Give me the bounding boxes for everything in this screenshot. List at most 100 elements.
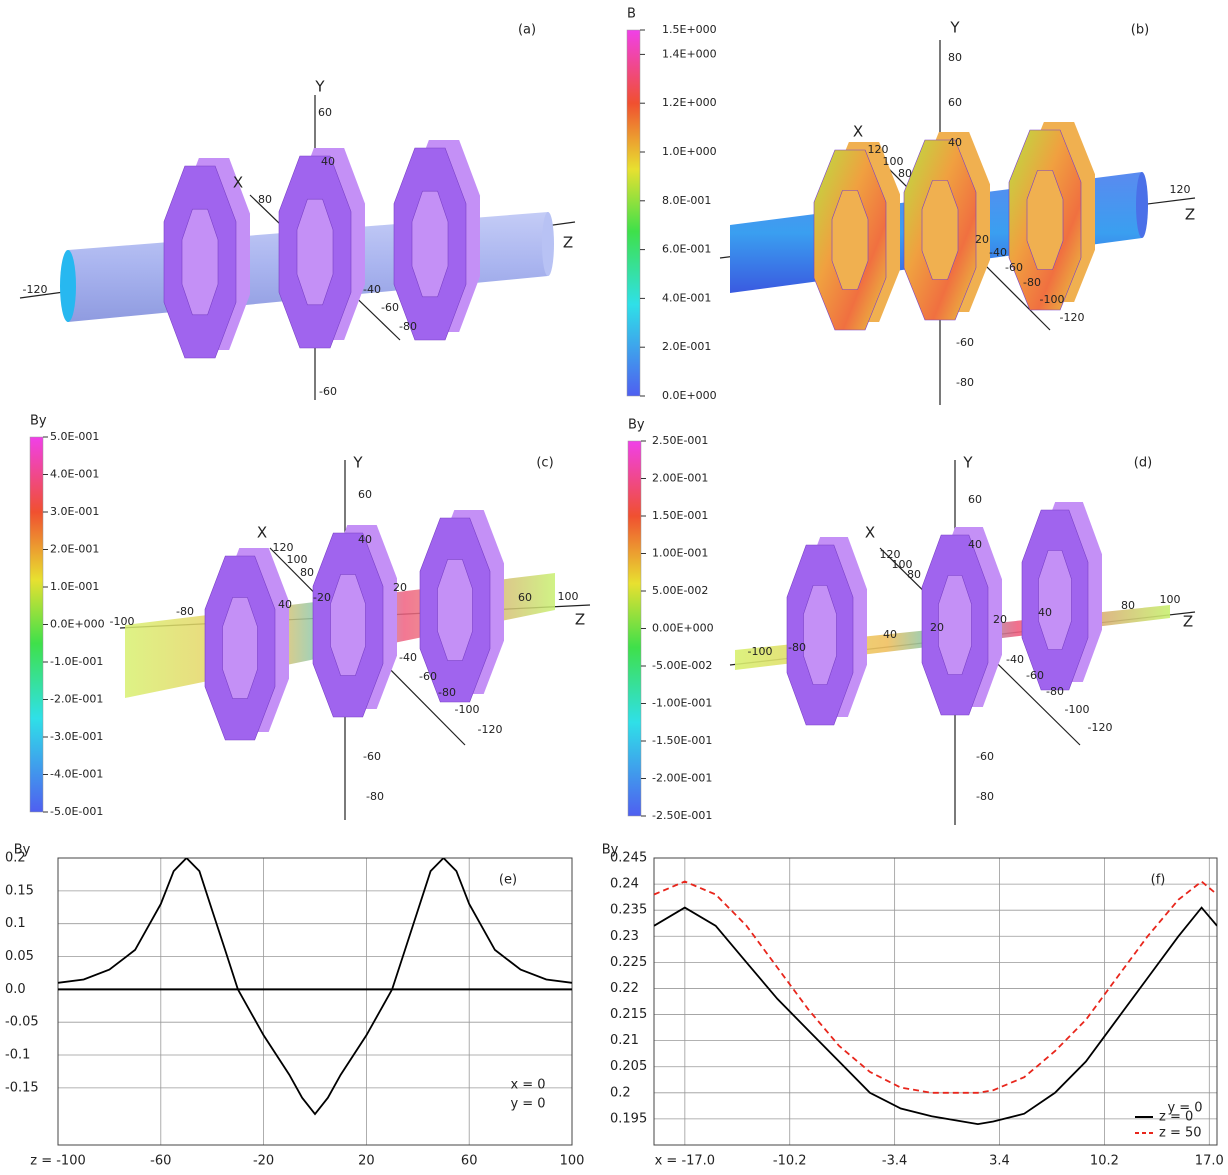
cylinder-end [542, 212, 554, 276]
colorbar-tick-label: -3.0E-001 [50, 730, 103, 743]
axis-tick-label: 60 [518, 591, 532, 604]
annotation: y = 0 [510, 1097, 545, 1112]
axis-tick-label: 20 [393, 581, 407, 594]
axis-tick-label: -80 [438, 686, 456, 699]
page: (a)YXZ604080-120-40-60-80-60(b)YXZ806040… [0, 0, 1228, 1175]
axis-tick-label: 60 [358, 488, 372, 501]
axis-tick-label: -100 [455, 703, 480, 716]
colorbar-tick-label: 3.0E-001 [50, 505, 99, 518]
y-tick-label: 0.235 [610, 903, 647, 918]
y-tick-label: 0.22 [610, 981, 639, 996]
axis-tick-label: 80 [948, 51, 962, 64]
colorbar-tick-label: 1.5E+000 [662, 23, 717, 36]
x-tick-label: 100 [560, 1154, 585, 1169]
y-tick-label: 0.205 [610, 1059, 647, 1074]
axis-tick-label: 40 [278, 598, 292, 611]
axis-tick-label: 20 [930, 621, 944, 634]
colorbar-tick-label: 6.0E-001 [662, 243, 711, 256]
colorbar [627, 30, 640, 396]
axis-tick-label: 100 [287, 553, 308, 566]
colorbar-tick-label: 0.0E+000 [662, 389, 717, 402]
colorbar-tick-label: 1.50E-001 [652, 509, 708, 522]
colorbar [628, 441, 641, 816]
axis-tick-label: -60 [381, 301, 399, 314]
axis-tick-label: -100 [110, 615, 135, 628]
axis-title: Y [949, 19, 960, 37]
axis-tick-label: -100 [748, 645, 773, 658]
series-line [58, 858, 572, 1114]
y-axis-title: By [14, 843, 31, 858]
axis-title: X [233, 174, 243, 192]
series-line [654, 882, 1217, 1093]
axis-tick-label: 120 [1170, 183, 1191, 196]
colorbar-tick-label: -1.0E-001 [50, 655, 103, 668]
axis-tick-label: 80 [898, 167, 912, 180]
legend-label: z = 50 [1159, 1126, 1202, 1141]
y-tick-label: 0.23 [610, 929, 639, 944]
colorbar-tick-label: 1.0E+000 [662, 145, 717, 158]
y-tick-label: 0.24 [610, 877, 639, 892]
series-line [654, 908, 1217, 1125]
axis-title: Z [563, 234, 573, 252]
colorbar-tick-label: -4.0E-001 [50, 768, 103, 781]
axis-tick-label: -60 [1005, 261, 1023, 274]
axis-tick-label: -40 [363, 283, 381, 296]
axis-tick-label: -80 [788, 641, 806, 654]
axis-tick-label: -80 [976, 790, 994, 803]
axis-tick-label: 40 [948, 136, 962, 149]
plot-frame [654, 858, 1217, 1145]
figure: (a)YXZ604080-120-40-60-80-60(b)YXZ806040… [0, 0, 1228, 1175]
colorbar-tick-label: 1.0E-001 [50, 580, 99, 593]
axis-tick-label: 80 [300, 566, 314, 579]
colorbar-tick-label: -2.0E-001 [50, 693, 103, 706]
y-tick-label: -0.05 [5, 1015, 39, 1030]
axis-tick-label: 40 [1038, 606, 1052, 619]
colorbar-tick-label: 4.0E-001 [50, 468, 99, 481]
colorbar-tick-label: -1.50E-001 [652, 734, 712, 747]
colorbar-tick-label: 0.00E+000 [652, 622, 714, 635]
axis-tick-label: -60 [419, 670, 437, 683]
y-tick-label: 0.195 [610, 1111, 647, 1126]
axis-title: Y [314, 78, 325, 96]
colorbar-tick-label: 2.00E-001 [652, 472, 708, 485]
axis-tick-label: -80 [176, 605, 194, 618]
axis-tick-label: -20 [313, 591, 331, 604]
x-tick-label: 60 [461, 1154, 478, 1169]
x-tick-label: 20 [358, 1154, 375, 1169]
axis-tick-label: 60 [968, 493, 982, 506]
axis-tick-label: -40 [1006, 653, 1024, 666]
x-tick-label: -60 [150, 1154, 171, 1169]
y-tick-label: 0.0 [5, 982, 26, 997]
colorbar-title: By [30, 414, 47, 429]
axis-tick-label: 100 [558, 590, 579, 603]
colorbar-tick-label: -2.50E-001 [652, 809, 712, 822]
axis-tick-label: 60 [318, 106, 332, 119]
axis-title: Y [962, 454, 973, 472]
colorbar-tick-label: 8.0E-001 [662, 194, 711, 207]
x-tick-label: -10.2 [773, 1154, 807, 1169]
axis-tick-label: 20 [975, 233, 989, 246]
colorbar-tick-label: 1.00E-001 [652, 547, 708, 560]
axis-tick-label: 80 [1121, 599, 1135, 612]
x-tick-label: 3.4 [989, 1154, 1010, 1169]
colorbar-title: B [627, 7, 636, 22]
axis-tick-label: -100 [1065, 703, 1090, 716]
axis-title: X [257, 524, 267, 542]
axis-title: Y [352, 454, 363, 472]
x-tick-label: 10.2 [1090, 1154, 1119, 1169]
axis-tick-label: 80 [258, 193, 272, 206]
annotation: y = 0 [1167, 1101, 1202, 1116]
axis-tick-label: -100 [1040, 293, 1065, 306]
y-tick-label: -0.1 [5, 1048, 30, 1063]
colorbar-tick-label: -5.0E-001 [50, 805, 103, 818]
x-tick-label: z = -100 [30, 1154, 86, 1169]
panel-label: (d) [1134, 456, 1152, 471]
y-tick-label: 0.2 [610, 1085, 631, 1100]
panel-label: (a) [518, 23, 536, 38]
axis-tick-label: -40 [989, 246, 1007, 259]
colorbar-tick-label: 2.50E-001 [652, 434, 708, 447]
colorbar-tick-label: 1.2E+000 [662, 96, 717, 109]
panel-label: (b) [1131, 23, 1149, 38]
colorbar-tick-label: 0.0E+000 [50, 618, 105, 631]
colorbar-tick-label: 2.0E-001 [662, 340, 711, 353]
